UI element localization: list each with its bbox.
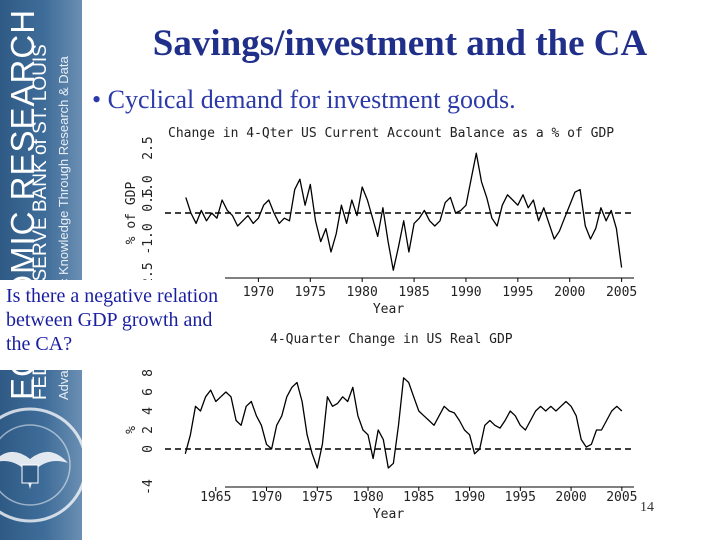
series-line [184,377,623,469]
chart-title: 4-Quarter Change in US Real GDP [270,332,513,347]
x-tick-label: 1995 [502,285,533,300]
x-tick-label: 1970 [251,490,282,505]
question-card [0,280,232,370]
x-tick-label: 2000 [555,490,586,505]
x-tick-label: 1995 [505,490,536,505]
x-tick-label: 2000 [554,285,585,300]
y-axis-label: % of GDP [124,182,139,245]
x-tick-label: 2005 [606,490,637,505]
y-axis-label: % [124,426,139,434]
x-tick-label: 1975 [295,285,326,300]
x-tick-label: 1985 [398,285,429,300]
x-tick-label: 1990 [450,285,481,300]
y-tick-label: 0 [141,445,156,453]
y-tick-label: 2.5 [141,136,156,159]
x-axis-label: Year [373,507,404,522]
series-line [185,152,623,271]
y-tick-label: 4 [141,407,156,415]
y-tick-label: 6 [141,388,156,396]
page-number: 14 [640,500,654,515]
x-tick-label: 1990 [454,490,485,505]
bullet-point: • Cyclical demand for investment goods. [92,85,516,114]
x-tick-label: 1980 [352,490,383,505]
chart-title: Change in 4-Qter US Current Account Bala… [168,126,614,141]
x-tick-label: 1970 [243,285,274,300]
x-tick-label: 1980 [347,285,378,300]
y-tick-label: 8 [141,369,156,377]
x-tick-label: 1975 [302,490,333,505]
x-tick-label: 1985 [403,490,434,505]
y-tick-label: 0.5 [141,188,156,211]
y-tick-label: 2 [141,426,156,434]
slide-title: Savings/investment and the CA [152,23,648,64]
x-tick-label: 1965 [200,490,231,505]
eagle-seal-icon [0,407,82,523]
x-axis-label: Year [373,302,404,317]
question-text: Is there a negative relation between GDP… [6,285,219,355]
y-tick-label: 1.0 [141,175,156,198]
brand-sidebar: ECONOMIC RESEARCH FEDERAL RESERVE BANK o… [0,0,82,540]
y-tick-label: -4 [141,479,156,495]
y-tick-label: -1.0 [141,223,156,254]
x-tick-label: 2005 [606,285,637,300]
